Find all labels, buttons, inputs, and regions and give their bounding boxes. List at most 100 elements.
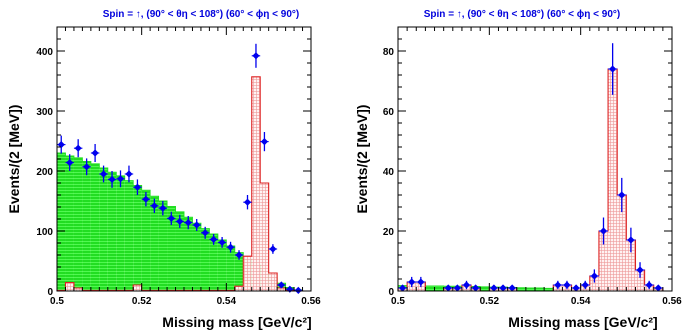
data-point bbox=[408, 278, 416, 286]
signal-bin bbox=[268, 273, 278, 291]
background-bin bbox=[217, 240, 227, 291]
signal-bin bbox=[133, 285, 142, 291]
data-point bbox=[398, 284, 407, 292]
background-bin bbox=[544, 288, 554, 291]
data-point bbox=[201, 229, 209, 237]
background-bin bbox=[116, 175, 125, 291]
y-axis-label: Events/(2 [MeV]) bbox=[6, 105, 22, 214]
data-point bbox=[66, 159, 74, 167]
y-axis-label: Events/(2 [MeV]) bbox=[354, 105, 370, 214]
background-bin bbox=[107, 172, 117, 291]
background-bin bbox=[133, 185, 142, 291]
data-point bbox=[74, 144, 82, 152]
background-bin bbox=[525, 288, 535, 291]
y-tick-label: 0 bbox=[47, 287, 53, 298]
data-point bbox=[108, 175, 116, 183]
signal-bin bbox=[260, 183, 269, 291]
y-tick-label: 400 bbox=[36, 47, 53, 58]
y-tick-label: 20 bbox=[383, 227, 395, 238]
data-point bbox=[235, 251, 243, 259]
chart-title: Spin = ↑, (90° < θη < 108°) (60° < ϕη < … bbox=[103, 9, 299, 20]
data-point bbox=[490, 284, 498, 292]
x-tick-label: 0.52 bbox=[132, 296, 152, 307]
x-axis-label: Missing mass [GeV/c²] bbox=[508, 314, 657, 330]
data-point bbox=[184, 219, 192, 227]
data-point bbox=[260, 138, 269, 146]
data-point bbox=[609, 65, 617, 73]
y-tick-label: 60 bbox=[383, 107, 395, 118]
data-point bbox=[159, 204, 167, 212]
signal-bin bbox=[243, 256, 252, 291]
background-bin bbox=[175, 211, 184, 291]
data-point bbox=[150, 202, 158, 210]
background-bin bbox=[124, 180, 134, 291]
data-point bbox=[83, 163, 91, 171]
background-bin bbox=[150, 196, 159, 291]
axis-ticks: 0.5 0.52 0.54 0.56 0 100 200 300 400 bbox=[36, 26, 321, 307]
right-chart: Spin = ↑, (90° < θη < 108°) (60° < ϕη < … bbox=[354, 9, 682, 330]
background-bin bbox=[200, 228, 210, 291]
data-point bbox=[472, 284, 480, 292]
signal-bin bbox=[608, 69, 618, 291]
data-point bbox=[142, 195, 150, 203]
background-bin bbox=[480, 286, 490, 291]
x-tick-label: 0.54 bbox=[571, 296, 591, 307]
y-tick-label: 200 bbox=[36, 167, 53, 178]
data-point bbox=[167, 214, 175, 222]
plot-area bbox=[56, 43, 311, 294]
x-tick-label: 0.5 bbox=[391, 296, 405, 307]
data-point bbox=[269, 245, 277, 253]
data-point bbox=[226, 243, 235, 251]
data-point bbox=[252, 52, 260, 60]
axis-ticks: 0.5 0.52 0.54 0.56 0 20 40 60 80 bbox=[383, 26, 682, 307]
data-point bbox=[572, 284, 580, 292]
background-bin bbox=[425, 285, 435, 291]
x-tick-label: 0.5 bbox=[50, 296, 64, 307]
data-point bbox=[453, 284, 461, 292]
background-bin bbox=[167, 206, 176, 291]
data-point bbox=[499, 284, 507, 292]
background-bin bbox=[192, 223, 201, 291]
data-point bbox=[462, 281, 471, 289]
data-point bbox=[91, 149, 99, 157]
signal-bin bbox=[589, 276, 599, 291]
data-point bbox=[581, 281, 589, 289]
background-bin bbox=[184, 217, 193, 291]
signal-bin bbox=[73, 288, 83, 291]
data-point bbox=[563, 281, 571, 289]
data-point bbox=[554, 281, 562, 289]
background-bin bbox=[234, 252, 244, 291]
data-point bbox=[218, 238, 226, 246]
signal-bin bbox=[617, 195, 627, 291]
data-point bbox=[99, 170, 108, 178]
background-bin bbox=[82, 161, 91, 291]
data-point bbox=[654, 284, 662, 292]
data-point bbox=[294, 286, 302, 294]
data-point bbox=[599, 227, 608, 235]
background-bin bbox=[141, 190, 151, 291]
data-point bbox=[133, 183, 142, 191]
signal-bin bbox=[635, 270, 645, 291]
signal-bin bbox=[626, 240, 636, 291]
x-tick-label: 0.56 bbox=[662, 296, 682, 307]
plot-area bbox=[397, 43, 672, 292]
x-tick-label: 0.54 bbox=[217, 296, 237, 307]
data-point bbox=[645, 281, 653, 289]
y-tick-label: 80 bbox=[383, 47, 395, 58]
data-point bbox=[508, 284, 516, 292]
data-point bbox=[210, 235, 218, 243]
background-bin bbox=[73, 157, 83, 291]
data-point bbox=[277, 281, 285, 289]
data-point bbox=[176, 217, 184, 225]
signal-bin bbox=[65, 282, 74, 291]
background-bin bbox=[65, 156, 74, 291]
data-point bbox=[193, 221, 201, 229]
signal-bin bbox=[234, 286, 244, 291]
background-bin bbox=[90, 163, 100, 291]
signal-bin bbox=[251, 76, 261, 291]
left-chart: Spin = ↑, (90° < θη < 108°) (60° < ϕη < … bbox=[6, 9, 321, 330]
background-bin bbox=[516, 287, 526, 291]
data-point bbox=[590, 272, 598, 280]
data-point bbox=[636, 266, 644, 274]
